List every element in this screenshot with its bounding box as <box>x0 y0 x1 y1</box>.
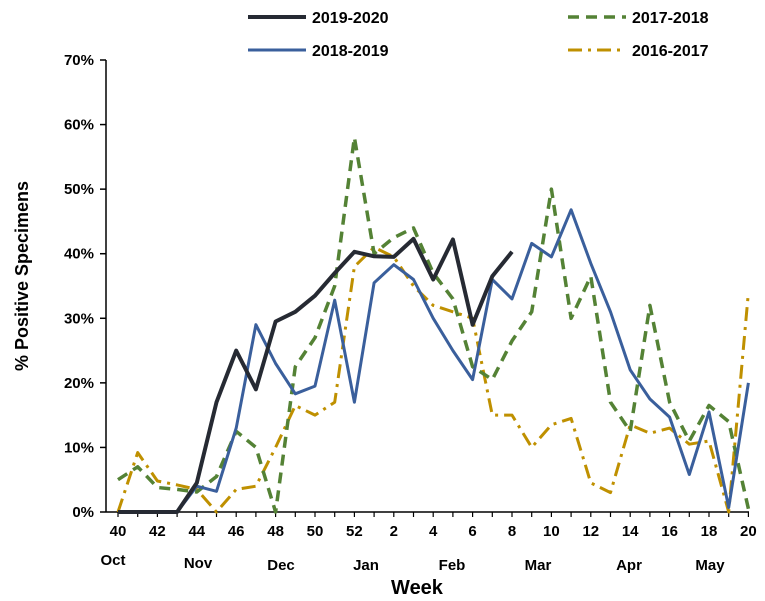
month-label: Apr <box>616 557 642 574</box>
x-tick-label: 40 <box>110 523 127 540</box>
legend-label-2019-2020: 2019-2020 <box>312 10 389 27</box>
month-label: Jan <box>353 557 379 574</box>
x-tick-label: 52 <box>346 523 363 540</box>
x-tick-label: 2 <box>390 523 398 540</box>
x-tick-label: 42 <box>149 523 166 540</box>
x-axis-title: Week <box>391 577 444 599</box>
series-line-2017-2018 <box>117 135 751 514</box>
axes <box>105 60 749 513</box>
x-tick-label: 46 <box>228 523 245 540</box>
month-label: Dec <box>267 557 295 574</box>
x-tick-label: 20 <box>740 523 757 540</box>
x-tick-label: 14 <box>622 523 639 540</box>
series-line-2018-2019 <box>118 208 750 514</box>
y-tick-label: 20% <box>64 375 94 392</box>
y-tick-label: 10% <box>64 439 94 456</box>
legend-label-2018-2019: 2018-2019 <box>312 43 389 60</box>
month-label: Oct <box>100 552 125 569</box>
y-tick-label: 40% <box>64 246 94 263</box>
x-tick-label: 4 <box>429 523 438 540</box>
legend-label-2016-2017: 2016-2017 <box>632 43 709 60</box>
month-labels: Oct Nov Dec Jan Feb Mar Apr May <box>100 552 725 574</box>
legend-label-2017-2018: 2017-2018 <box>632 10 709 27</box>
x-tick-label: 10 <box>543 523 560 540</box>
y-tick-label: 0% <box>72 504 94 521</box>
x-ticks: 40 42 44 46 48 50 52 2 4 6 8 10 12 14 16 18 20 <box>110 512 757 540</box>
y-axis-title: % Positive Specimens <box>12 181 32 371</box>
month-label: Nov <box>184 555 213 572</box>
legend: 2019-2020 2018-2019 2017-2018 2016-2017 <box>248 10 709 60</box>
month-label: May <box>695 557 725 574</box>
x-tick-label: 16 <box>661 523 678 540</box>
month-label: Feb <box>439 557 466 574</box>
y-ticks: 0% 10% 20% 30% 40% 50% 60% 70% <box>64 52 106 521</box>
month-label: Mar <box>525 557 552 574</box>
x-tick-label: 18 <box>701 523 718 540</box>
y-tick-label: 30% <box>64 310 94 327</box>
series-line-2019-2020 <box>118 236 514 514</box>
x-tick-label: 8 <box>508 523 516 540</box>
x-tick-label: 48 <box>267 523 284 540</box>
y-tick-label: 60% <box>64 117 94 134</box>
x-tick-label: 6 <box>468 523 476 540</box>
x-tick-label: 12 <box>582 523 599 540</box>
series-line-2016-2017 <box>116 245 750 514</box>
x-tick-label: 50 <box>307 523 324 540</box>
series-lines <box>116 135 751 514</box>
y-tick-label: 70% <box>64 52 94 69</box>
y-tick-label: 50% <box>64 181 94 198</box>
x-tick-label: 44 <box>188 523 205 540</box>
